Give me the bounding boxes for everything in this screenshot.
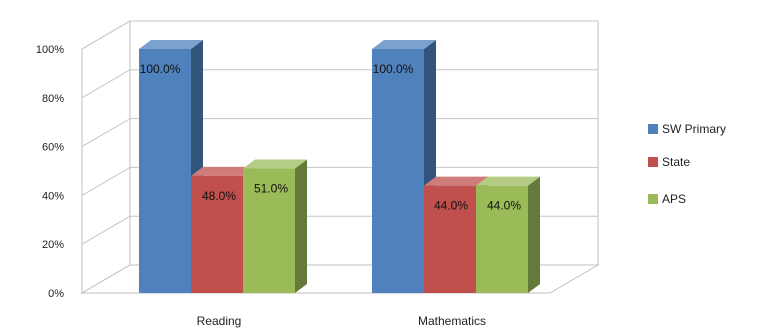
data-labels: 100.0% 48.0% 51.0% 100.0% 44.0% 44.0% [140, 62, 522, 213]
y-tick-label: 20% [42, 239, 64, 251]
bar-side [295, 159, 307, 293]
bar [139, 49, 191, 293]
y-tick-label: 40% [42, 190, 64, 202]
legend-label: SW Primary [662, 122, 726, 136]
side-wall [81, 20, 131, 294]
data-label: 44.0% [487, 199, 521, 213]
gridline [81, 20, 598, 50]
data-label: 44.0% [434, 199, 468, 213]
y-tick-label: 100% [36, 44, 64, 56]
bar [191, 175, 243, 293]
y-axis-tick-labels: 0% 20% 40% 60% 80% 100% [36, 44, 64, 300]
legend-label: State [662, 155, 690, 169]
bar-top [243, 159, 307, 169]
legend-swatch [648, 194, 658, 204]
bars [139, 40, 540, 293]
bar [476, 185, 528, 293]
bar-top [191, 166, 255, 176]
category-label: Mathematics [418, 314, 486, 328]
bar-top [424, 176, 488, 186]
legend: SW Primary State APS [648, 122, 726, 206]
bar-side [528, 176, 540, 293]
bar [243, 168, 295, 293]
data-label: 51.0% [254, 182, 288, 196]
category-label: Reading [197, 314, 242, 328]
data-label: 100.0% [373, 62, 414, 76]
y-tick-label: 0% [48, 288, 64, 300]
bar-top [139, 40, 203, 49]
category-labels: Reading Mathematics [197, 314, 486, 328]
bar-top [372, 40, 436, 49]
bar-top [476, 176, 540, 186]
data-label: 100.0% [140, 62, 181, 76]
gridline [81, 166, 598, 196]
y-tick-label: 60% [42, 142, 64, 154]
bar [372, 49, 424, 293]
gridline [81, 69, 598, 99]
bar [424, 185, 476, 293]
legend-label: APS [662, 192, 686, 206]
y-tick-label: 80% [42, 93, 64, 105]
legend-swatch [648, 124, 658, 134]
legend-swatch [648, 157, 658, 167]
data-label: 48.0% [202, 189, 236, 203]
gridline [81, 118, 598, 148]
